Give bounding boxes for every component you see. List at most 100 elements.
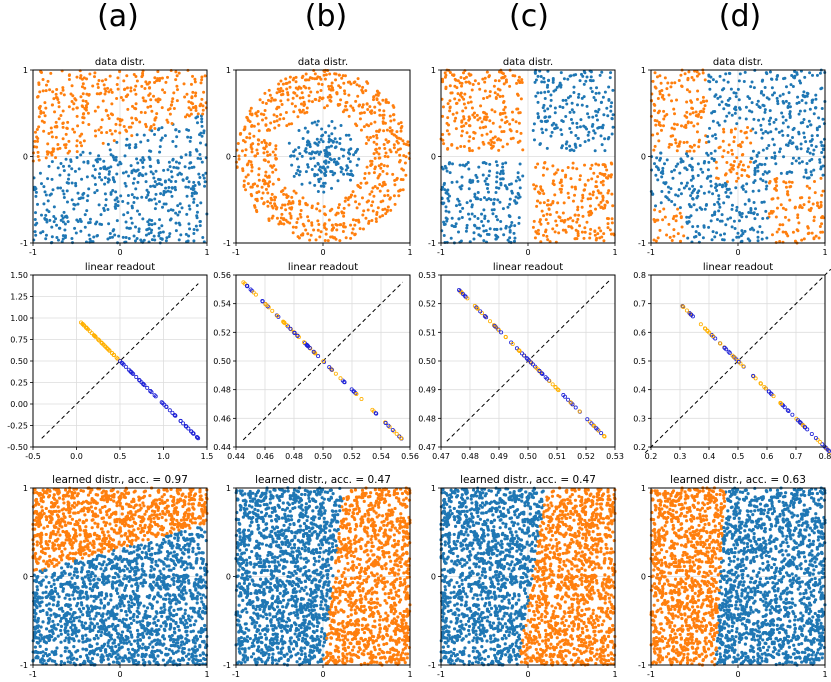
tick-label-x: 0.47 bbox=[432, 452, 450, 461]
data-point bbox=[109, 148, 112, 151]
data-point bbox=[786, 234, 789, 237]
data-point bbox=[46, 153, 49, 156]
data-point bbox=[745, 182, 748, 185]
data-point bbox=[498, 79, 501, 82]
data-point bbox=[305, 170, 308, 173]
data-point bbox=[564, 99, 567, 102]
data-point bbox=[324, 78, 327, 81]
data-point bbox=[197, 173, 200, 176]
data-point bbox=[594, 110, 597, 113]
data-point bbox=[595, 92, 598, 95]
data-point bbox=[591, 90, 594, 93]
learned-point bbox=[122, 604, 125, 607]
data-point bbox=[492, 202, 495, 205]
tick-label-x: 0.3 bbox=[674, 452, 687, 461]
data-point bbox=[327, 161, 330, 164]
readout-point bbox=[566, 398, 569, 401]
data-point bbox=[100, 131, 103, 134]
data-point bbox=[133, 88, 136, 91]
data-point bbox=[262, 192, 265, 195]
data-point bbox=[293, 175, 296, 178]
data-point bbox=[311, 122, 314, 125]
data-point bbox=[239, 132, 242, 135]
data-point bbox=[158, 218, 161, 221]
data-point bbox=[791, 162, 794, 165]
data-point bbox=[316, 123, 319, 126]
data-point bbox=[513, 74, 516, 77]
data-point bbox=[378, 183, 381, 186]
data-point bbox=[171, 100, 174, 103]
data-point bbox=[306, 130, 309, 133]
data-point bbox=[667, 186, 670, 189]
data-point bbox=[468, 124, 471, 127]
data-point bbox=[72, 108, 75, 111]
data-point bbox=[744, 203, 747, 206]
data-point bbox=[320, 138, 323, 141]
data-point bbox=[82, 82, 85, 85]
data-point bbox=[506, 187, 509, 190]
data-point bbox=[344, 200, 347, 203]
data-point bbox=[352, 190, 355, 193]
data-point bbox=[120, 96, 123, 99]
data-point bbox=[318, 76, 321, 79]
data-point bbox=[447, 102, 450, 105]
data-point bbox=[453, 85, 456, 88]
data-point bbox=[685, 152, 688, 155]
data-point bbox=[155, 202, 158, 205]
data-point bbox=[265, 142, 268, 145]
data-point bbox=[115, 172, 118, 175]
data-point bbox=[483, 81, 486, 84]
data-point bbox=[152, 95, 155, 98]
data-point bbox=[509, 215, 512, 218]
tick-label-x: 0.2 bbox=[645, 452, 658, 461]
data-point bbox=[359, 227, 362, 230]
data-point bbox=[559, 188, 562, 191]
learned-point bbox=[45, 648, 48, 651]
data-point bbox=[188, 162, 191, 165]
data-point bbox=[765, 72, 768, 75]
data-point bbox=[747, 211, 750, 214]
data-point bbox=[256, 185, 259, 188]
data-point bbox=[125, 236, 128, 239]
data-point bbox=[74, 182, 77, 185]
data-point bbox=[274, 147, 277, 150]
data-point bbox=[503, 82, 506, 85]
data-point bbox=[279, 113, 282, 116]
data-point bbox=[441, 186, 444, 189]
data-point bbox=[490, 147, 493, 150]
data-point bbox=[179, 202, 182, 205]
data-point bbox=[176, 88, 179, 91]
data-point bbox=[170, 170, 173, 173]
data-point bbox=[572, 200, 575, 203]
data-point bbox=[691, 169, 694, 172]
data-point bbox=[308, 239, 311, 242]
data-point bbox=[138, 172, 141, 175]
data-point bbox=[532, 129, 535, 132]
data-point bbox=[460, 76, 463, 79]
readout-point bbox=[171, 411, 174, 414]
data-point bbox=[480, 213, 483, 216]
data-point bbox=[265, 102, 268, 105]
data-point bbox=[653, 109, 656, 112]
data-point bbox=[160, 224, 163, 227]
data-point bbox=[125, 170, 128, 173]
data-point bbox=[109, 75, 112, 78]
data-point bbox=[193, 78, 196, 81]
data-point bbox=[594, 234, 597, 237]
data-point bbox=[693, 150, 696, 153]
data-point bbox=[501, 166, 504, 169]
data-point bbox=[366, 166, 369, 169]
data-point bbox=[562, 99, 565, 102]
data-point bbox=[347, 203, 350, 206]
data-point bbox=[714, 150, 717, 153]
data-point bbox=[285, 111, 288, 114]
data-point bbox=[698, 139, 701, 142]
data-point bbox=[465, 230, 468, 233]
data-point bbox=[338, 103, 341, 106]
data-point bbox=[174, 145, 177, 148]
data-point bbox=[685, 111, 688, 114]
data-point bbox=[471, 212, 474, 215]
data-point bbox=[472, 83, 475, 86]
data-point bbox=[657, 111, 660, 114]
data-point bbox=[654, 71, 657, 74]
